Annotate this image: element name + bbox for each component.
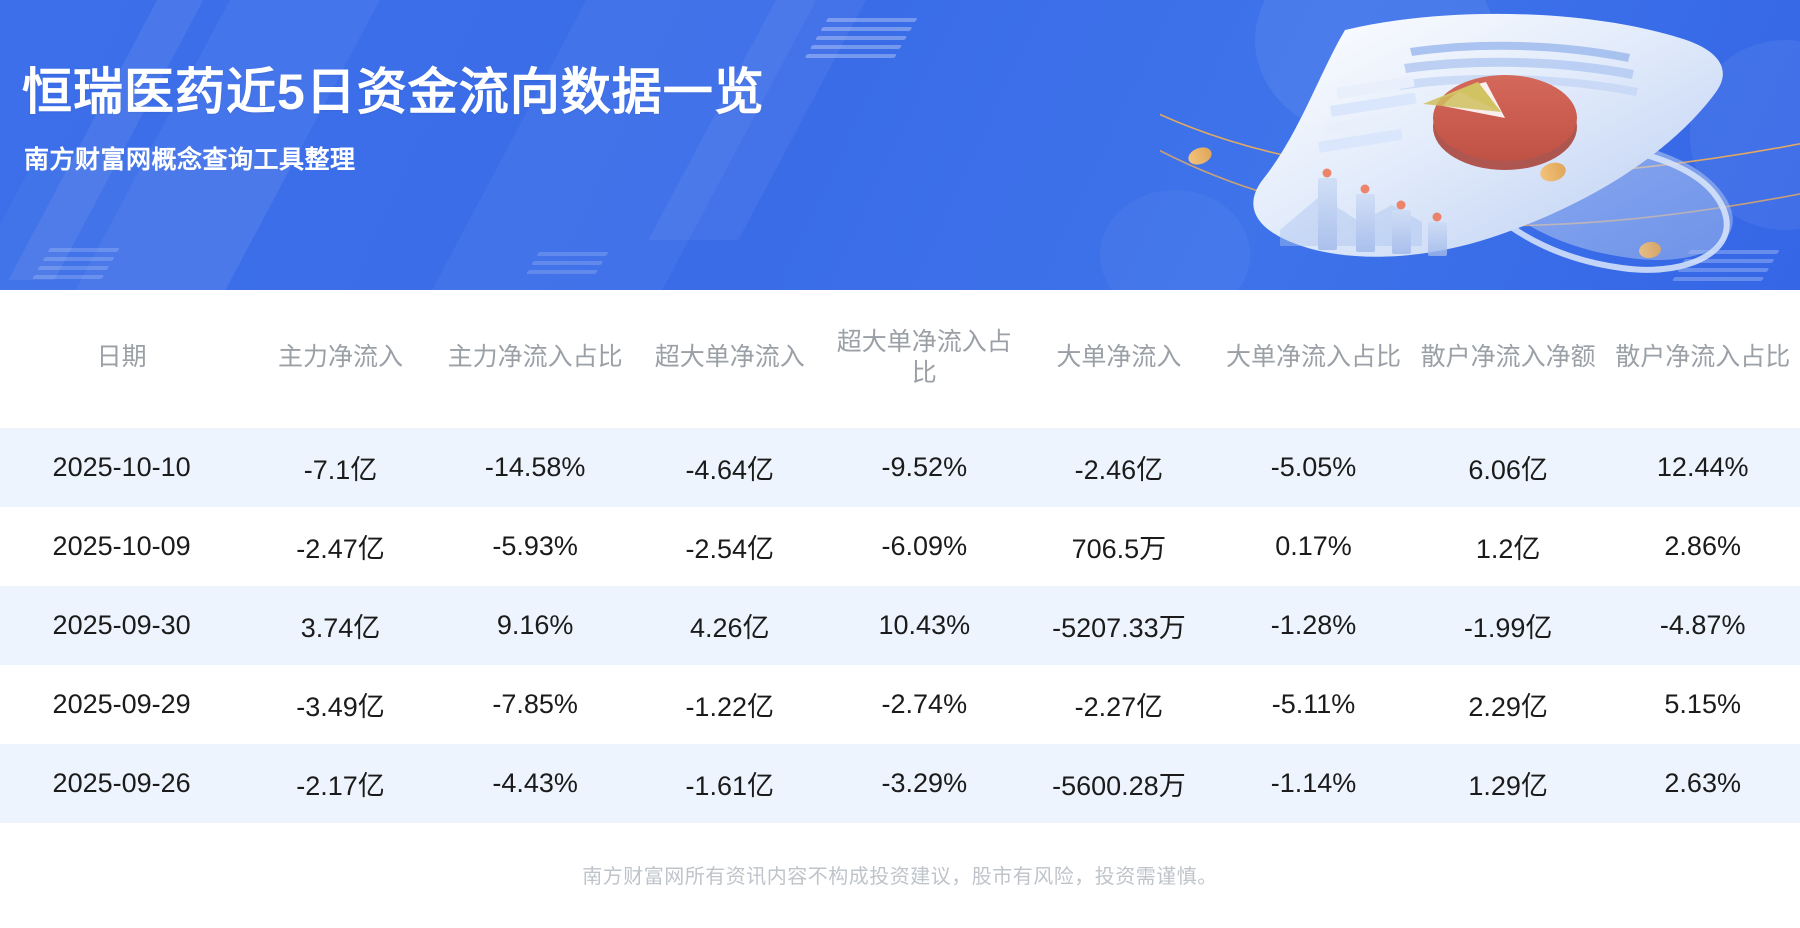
cell-retail-pct: 2.86% <box>1605 507 1800 586</box>
cell-main-pct: -4.43% <box>437 744 633 823</box>
cell-main-net: -7.1亿 <box>243 428 438 507</box>
cell-retail-net: -1.99亿 <box>1410 586 1606 665</box>
bar-chart-icon <box>1280 168 1447 256</box>
report-illustration <box>1160 0 1800 290</box>
table-header-row: 日期 主力净流入 主力净流入占比 超大单净流入 超大单净流入占比 大单净流入 大… <box>0 290 1800 428</box>
disclaimer-text: 南方财富网所有资讯内容不构成投资建议，股市有风险，投资需谨慎。 <box>582 866 1218 888</box>
cell-xl-net: 4.26亿 <box>632 586 828 665</box>
cell-main-net: 3.74亿 <box>243 586 438 665</box>
cell-main-net: -2.47亿 <box>243 507 438 586</box>
cell-xl-net: -4.64亿 <box>632 428 828 507</box>
column-header-xl-net: 超大单净流入 <box>654 343 805 372</box>
orbit-bead <box>1188 147 1212 165</box>
column-header-xl-pct: 超大单净流入占比 <box>836 327 1012 387</box>
page-banner: 恒瑞医药近5日资金流向数据一览 南方财富网概念查询工具整理 <box>0 0 1800 290</box>
cell-retail-pct: -4.87% <box>1605 586 1800 665</box>
cell-xl-pct: -9.52% <box>827 428 1022 507</box>
cell-lg-pct: -1.14% <box>1216 744 1411 823</box>
cell-retail-pct: 2.63% <box>1605 744 1800 823</box>
cell-date: 2025-10-10 <box>0 428 244 507</box>
table-body: 2025-10-10 -7.1亿 -14.58% -4.64亿 -9.52% -… <box>0 428 1800 823</box>
table-row: 2025-10-09 -2.47亿 -5.93% -2.54亿 -6.09% 7… <box>0 507 1800 586</box>
cell-retail-net: 1.2亿 <box>1410 507 1606 586</box>
document-small-bars <box>1318 76 1417 153</box>
table-row: 2025-10-10 -7.1亿 -14.58% -4.64亿 -9.52% -… <box>0 428 1800 507</box>
cell-lg-net: -5207.33万 <box>1021 586 1217 665</box>
cell-lg-pct: -5.05% <box>1216 428 1411 507</box>
page-title: 恒瑞医药近5日资金流向数据一览 <box>22 64 765 120</box>
cell-main-pct: -14.58% <box>437 428 633 507</box>
cell-lg-pct: -5.11% <box>1216 665 1411 744</box>
cell-date: 2025-09-30 <box>0 586 244 665</box>
column-header-retail-net: 散户净流入净额 <box>1420 343 1596 372</box>
cell-lg-pct: 0.17% <box>1216 507 1411 586</box>
banner-blob <box>1100 190 1250 290</box>
orbit-bead <box>1540 162 1566 182</box>
cell-date: 2025-10-09 <box>0 507 244 586</box>
column-header-date: 日期 <box>96 343 147 372</box>
cell-retail-pct: 12.44% <box>1605 428 1800 507</box>
column-header-lg-pct: 大单净流入占比 <box>1225 343 1401 372</box>
cell-xl-pct: -2.74% <box>827 665 1022 744</box>
cell-lg-net: -2.46亿 <box>1021 428 1217 507</box>
cell-main-net: -3.49亿 <box>243 665 438 744</box>
table-header: 日期 主力净流入 主力净流入占比 超大单净流入 超大单净流入占比 大单净流入 大… <box>0 290 1800 428</box>
fund-flow-table-section: 南方财富网 Southmoney.com 日期 主力净流入 主力净流入占比 超大… <box>0 290 1800 850</box>
cell-lg-net: -2.27亿 <box>1021 665 1217 744</box>
cell-xl-pct: -6.09% <box>827 507 1022 586</box>
table-row: 2025-09-30 3.74亿 9.16% 4.26亿 10.43% -520… <box>0 586 1800 665</box>
column-header-lg-net: 大单净流入 <box>1056 343 1182 372</box>
cell-main-net: -2.17亿 <box>243 744 438 823</box>
column-header-main-net: 主力净流入 <box>278 343 404 372</box>
cell-date: 2025-09-29 <box>0 665 244 744</box>
cell-retail-net: 6.06亿 <box>1410 428 1606 507</box>
cell-lg-net: 706.5万 <box>1021 507 1217 586</box>
cell-xl-net: -1.61亿 <box>632 744 828 823</box>
cell-lg-net: -5600.28万 <box>1021 744 1217 823</box>
cell-xl-net: -1.22亿 <box>632 665 828 744</box>
table-row: 2025-09-26 -2.17亿 -4.43% -1.61亿 -3.29% -… <box>0 744 1800 823</box>
cell-date: 2025-09-26 <box>0 744 244 823</box>
cell-retail-net: 1.29亿 <box>1410 744 1606 823</box>
cell-main-pct: -7.85% <box>437 665 633 744</box>
cell-main-pct: -5.93% <box>437 507 633 586</box>
cell-lg-pct: -1.28% <box>1216 586 1411 665</box>
cell-xl-pct: 10.43% <box>827 586 1022 665</box>
page-subtitle: 南方财富网概念查询工具整理 <box>24 146 356 174</box>
fund-flow-table: 日期 主力净流入 主力净流入占比 超大单净流入 超大单净流入占比 大单净流入 大… <box>0 290 1800 823</box>
cell-retail-net: 2.29亿 <box>1410 665 1606 744</box>
document-text-lines <box>1398 41 1638 96</box>
cell-xl-net: -2.54亿 <box>632 507 828 586</box>
pie-chart-icon <box>1423 75 1577 170</box>
orbit-bead <box>1639 241 1661 259</box>
table-row: 2025-09-29 -3.49亿 -7.85% -1.22亿 -2.74% -… <box>0 665 1800 744</box>
cell-xl-pct: -3.29% <box>827 744 1022 823</box>
cell-retail-pct: 5.15% <box>1605 665 1800 744</box>
column-header-retail-pct: 散户净流入占比 <box>1615 343 1791 372</box>
column-header-main-pct: 主力净流入占比 <box>447 343 623 372</box>
cell-main-pct: 9.16% <box>437 586 633 665</box>
